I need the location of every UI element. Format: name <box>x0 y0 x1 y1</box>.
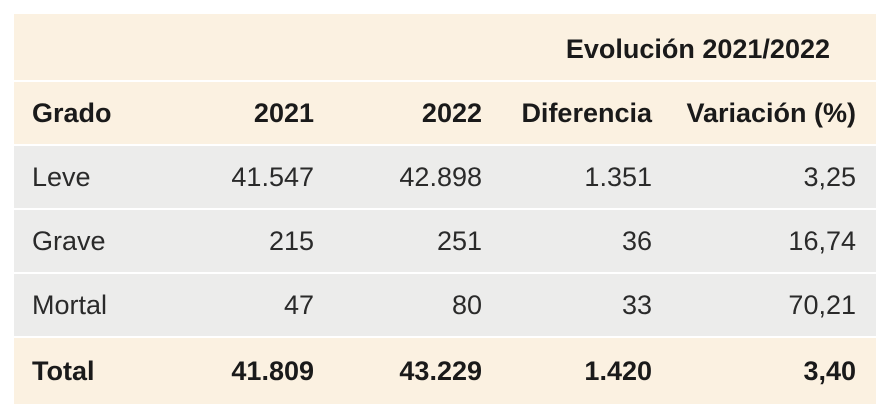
cell-grado: Grave <box>32 226 106 256</box>
table-row: Leve 41.547 42.898 1.351 3,25 <box>14 144 876 208</box>
header-grado: Grado <box>32 98 112 128</box>
cell-2022: 80 <box>451 290 482 320</box>
cell-diferencia: 36 <box>621 226 652 256</box>
total-2022: 43.229 <box>399 356 482 386</box>
cell-variacion: 70,21 <box>788 290 856 320</box>
total-diferencia: 1.420 <box>584 356 652 386</box>
header-2021: 2021 <box>253 98 314 128</box>
cell-diferencia: 33 <box>621 290 652 320</box>
column-header-row: Grado 2021 2022 Diferencia Variación (%) <box>14 80 876 144</box>
total-label: Total <box>32 356 95 386</box>
cell-grado: Mortal <box>32 290 108 320</box>
total-row: Total 41.809 43.229 1.420 3,40 <box>14 336 876 404</box>
total-2021: 41.809 <box>231 356 314 386</box>
header-2022: 2022 <box>421 98 482 128</box>
cell-variacion: 16,74 <box>788 226 856 256</box>
cell-2022: 42.898 <box>399 162 482 192</box>
data-table: Evolución 2021/2022 Grado 2021 2022 Dife… <box>14 14 876 404</box>
header-diferencia: Diferencia <box>521 98 652 128</box>
group-header-row: Evolución 2021/2022 <box>14 14 876 80</box>
table-row: Mortal 47 80 33 70,21 <box>14 272 876 336</box>
cell-variacion: 3,25 <box>803 162 856 192</box>
cell-2022: 251 <box>436 226 482 256</box>
cell-diferencia: 1.351 <box>584 162 652 192</box>
header-variacion: Variación (%) <box>686 98 856 128</box>
total-variacion: 3,40 <box>803 356 856 386</box>
cell-2021: 215 <box>268 226 314 256</box>
cell-2021: 41.547 <box>231 162 314 192</box>
cell-2021: 47 <box>283 290 314 320</box>
table-row: Grave 215 251 36 16,74 <box>14 208 876 272</box>
group-header-label: Evolución 2021/2022 <box>565 34 830 64</box>
cell-grado: Leve <box>32 162 91 192</box>
